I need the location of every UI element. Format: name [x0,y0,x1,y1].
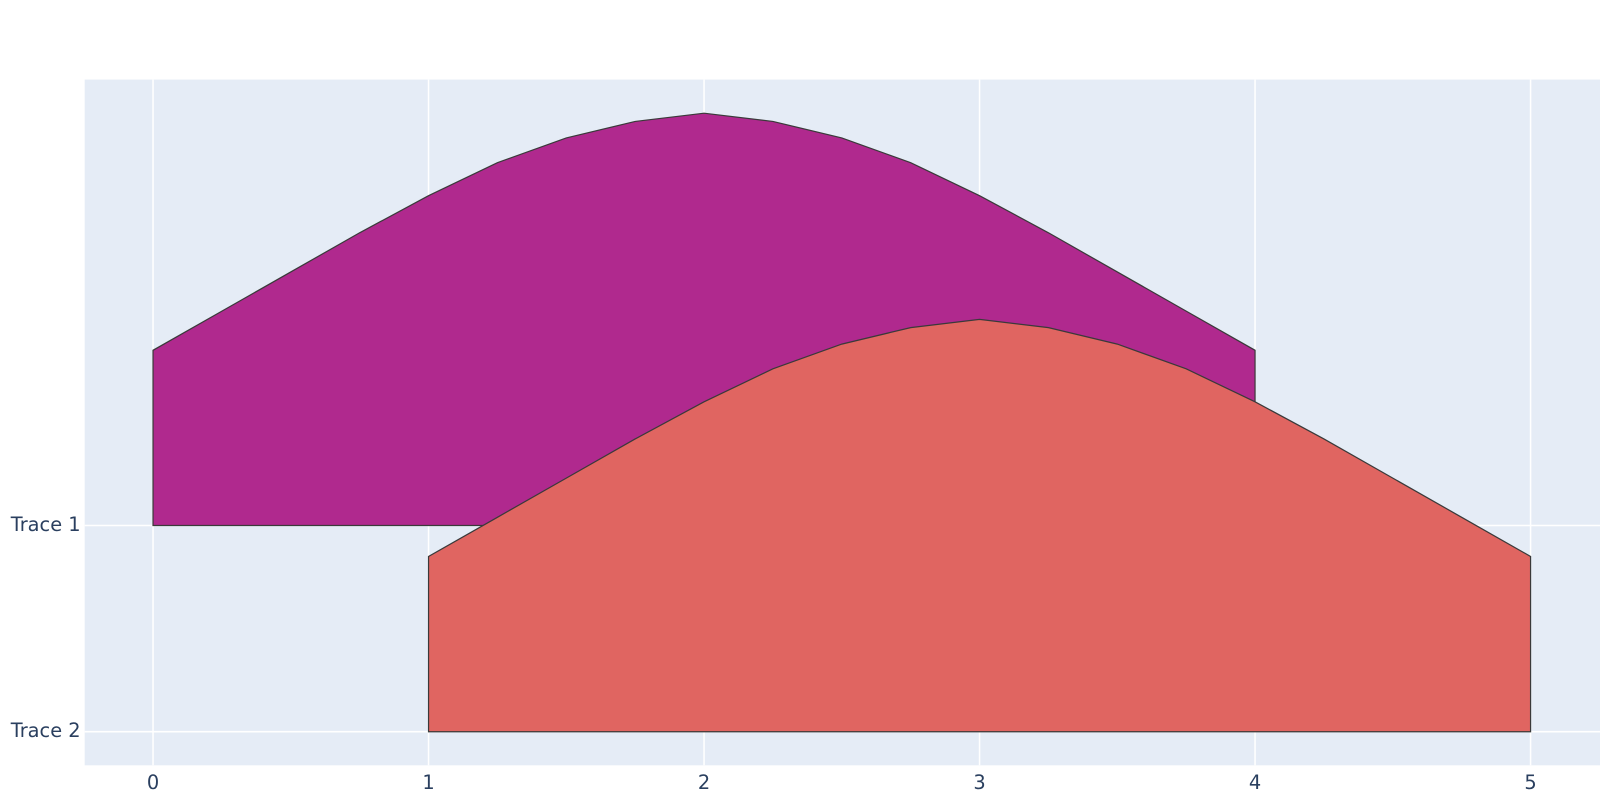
x-tick-label: 5 [1524,771,1536,794]
y-tick-label: Trace 1 [10,513,81,536]
y-tick-label: Trace 2 [10,719,81,742]
x-tick-label: 1 [422,771,434,794]
ridge-area [427,318,1532,733]
x-tick-label: 0 [147,771,159,794]
x-tick-label: 3 [973,771,985,794]
x-tick-label: 4 [1249,771,1261,794]
x-tick-label: 2 [698,771,710,794]
